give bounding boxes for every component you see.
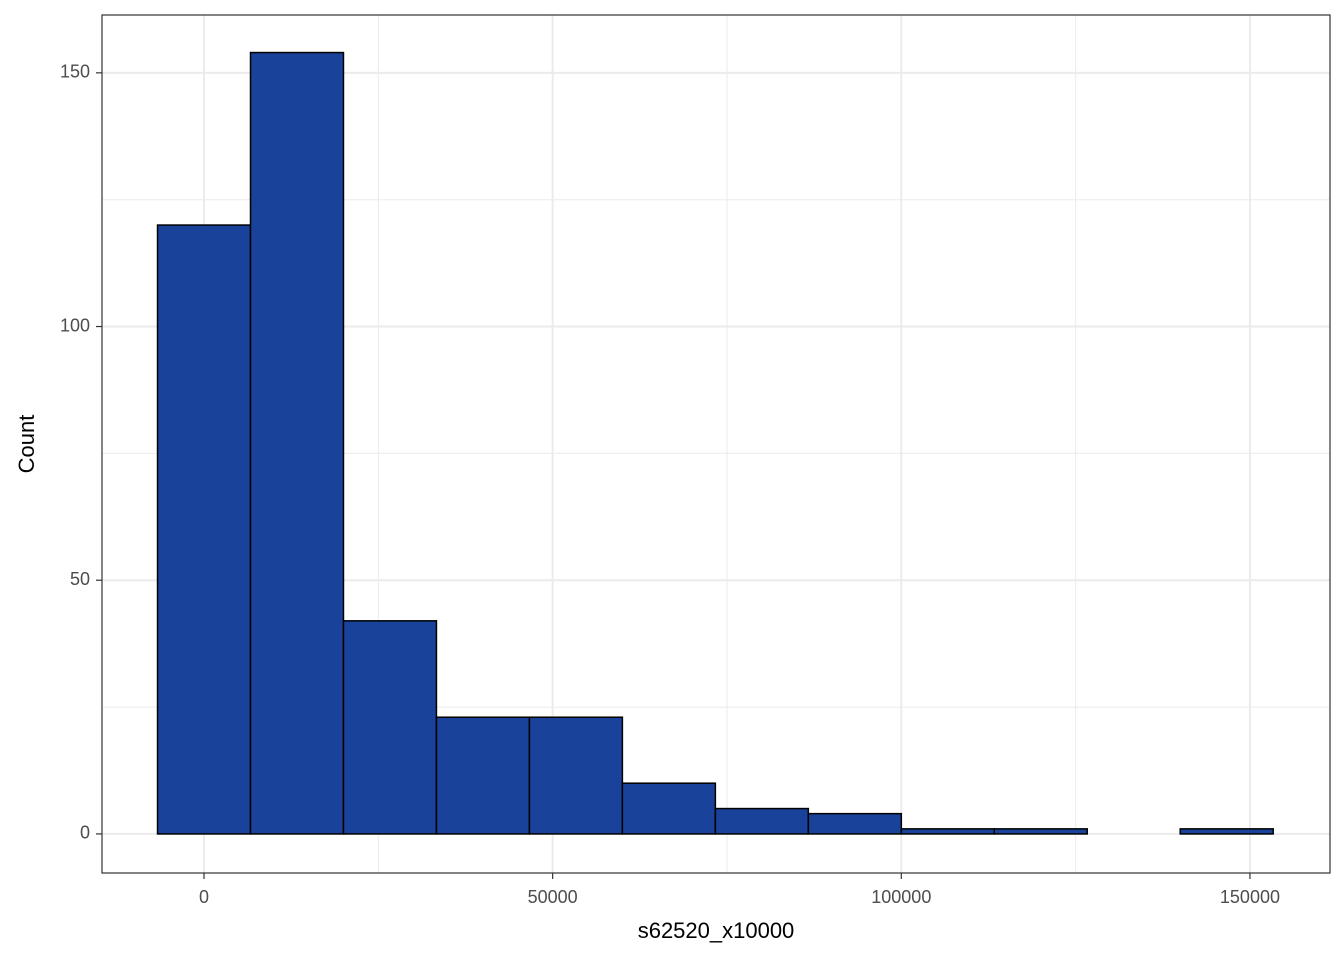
- bar: [807, 812, 903, 835]
- panel-border: [101, 14, 1331, 874]
- bar: [435, 716, 531, 835]
- bar: [714, 807, 810, 835]
- y-tick-label: 150: [60, 62, 90, 82]
- bar: [156, 224, 252, 835]
- bar: [528, 716, 624, 835]
- y-tick-label: 0: [80, 823, 90, 843]
- x-tick-label: 50000: [528, 887, 578, 907]
- bar: [621, 782, 717, 835]
- y-tick-label: 100: [60, 315, 90, 335]
- bar: [900, 828, 996, 835]
- bar: [993, 828, 1088, 835]
- x-tick-label: 0: [199, 887, 209, 907]
- x-axis-title: s62520_x10000: [638, 918, 795, 943]
- y-axis-title: Count: [14, 415, 39, 474]
- bar: [1179, 828, 1274, 835]
- bar: [249, 51, 345, 835]
- y-tick-label: 50: [70, 569, 90, 589]
- x-tick-label: 100000: [871, 887, 931, 907]
- x-tick-label: 150000: [1220, 887, 1280, 907]
- bar: [342, 620, 438, 835]
